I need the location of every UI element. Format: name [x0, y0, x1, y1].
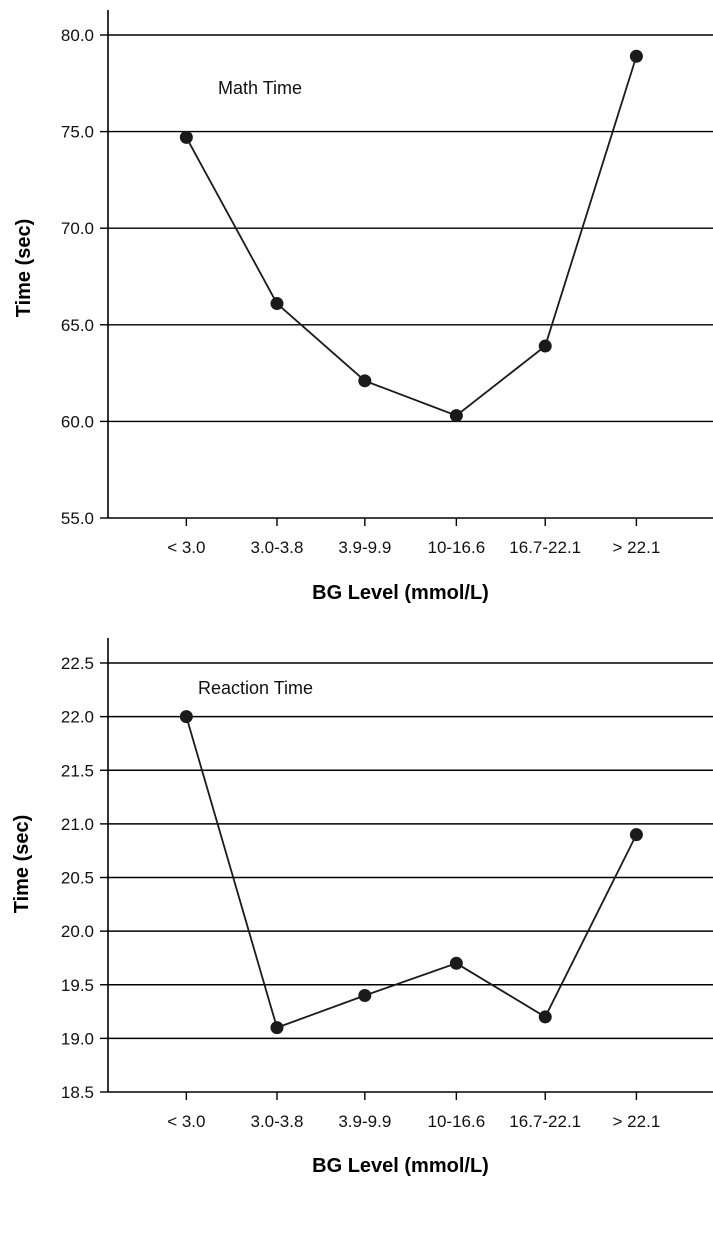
x-tick-label: 10-16.6 — [428, 1112, 486, 1131]
data-point — [358, 988, 372, 1002]
y-tick-label: 22.0 — [61, 708, 94, 727]
y-axis-title: Time (sec) — [11, 815, 33, 914]
reaction-time-chart: 18.5 19.0 19.5 20.0 20.5 21.0 21.5 22.0 22.5 < 3.… — [11, 638, 713, 1177]
y-tick-label: 55.0 — [61, 509, 94, 528]
data-point — [629, 828, 643, 842]
series-line — [185, 55, 638, 417]
data-point — [538, 339, 552, 353]
y-axis-title: Time (sec) — [13, 219, 35, 318]
data-point — [179, 710, 193, 724]
y-tick-label: 60.0 — [61, 412, 94, 431]
x-tick-label: 3.9-9.9 — [338, 1112, 391, 1131]
data-point — [629, 49, 643, 63]
data-point — [179, 130, 193, 144]
x-tick-label: > 22.1 — [613, 1112, 661, 1131]
x-axis-title: BG Level (mmol/L) — [312, 582, 489, 604]
y-tick-label: 70.0 — [61, 219, 94, 238]
x-tick-label: < 3.0 — [167, 1112, 205, 1131]
x-tick-label: > 22.1 — [613, 538, 661, 557]
data-point — [449, 956, 463, 970]
y-tick-label: 19.0 — [61, 1029, 94, 1048]
y-tick-label: 20.0 — [61, 922, 94, 941]
x-tick-label: 3.0-3.8 — [251, 1112, 304, 1131]
y-tick-label: 20.5 — [61, 869, 94, 888]
chart-annotation: Math Time — [218, 78, 302, 98]
y-tick-label: 22.5 — [61, 654, 94, 673]
y-tick-label: 18.5 — [61, 1083, 94, 1102]
data-point — [358, 374, 372, 388]
data-point — [270, 1021, 284, 1035]
data-point — [270, 297, 284, 311]
y-tick-label: 65.0 — [61, 316, 94, 335]
y-tick-label: 21.0 — [61, 815, 94, 834]
x-tick-label: 3.9-9.9 — [338, 538, 391, 557]
y-tick-label: 21.5 — [61, 761, 94, 780]
x-axis-title: BG Level (mmol/L) — [312, 1155, 489, 1177]
math-time-chart: 55.0 60.0 65.0 70.0 75.0 80.0 < 3.0 3.0-3.8 3.9-… — [13, 10, 713, 604]
x-tick-label: 16.7-22.1 — [509, 538, 581, 557]
y-tick-label: 19.5 — [61, 976, 94, 995]
y-tick-label: 75.0 — [61, 123, 94, 142]
chart-annotation: Reaction Time — [198, 678, 313, 698]
x-tick-label: 16.7-22.1 — [509, 1112, 581, 1131]
series-line — [185, 716, 638, 1029]
y-tick-label: 80.0 — [61, 26, 94, 45]
x-tick-label: < 3.0 — [167, 538, 205, 557]
x-tick-label: 3.0-3.8 — [251, 538, 304, 557]
x-tick-label: 10-16.6 — [428, 538, 486, 557]
data-point — [449, 409, 463, 423]
data-point — [538, 1010, 552, 1024]
